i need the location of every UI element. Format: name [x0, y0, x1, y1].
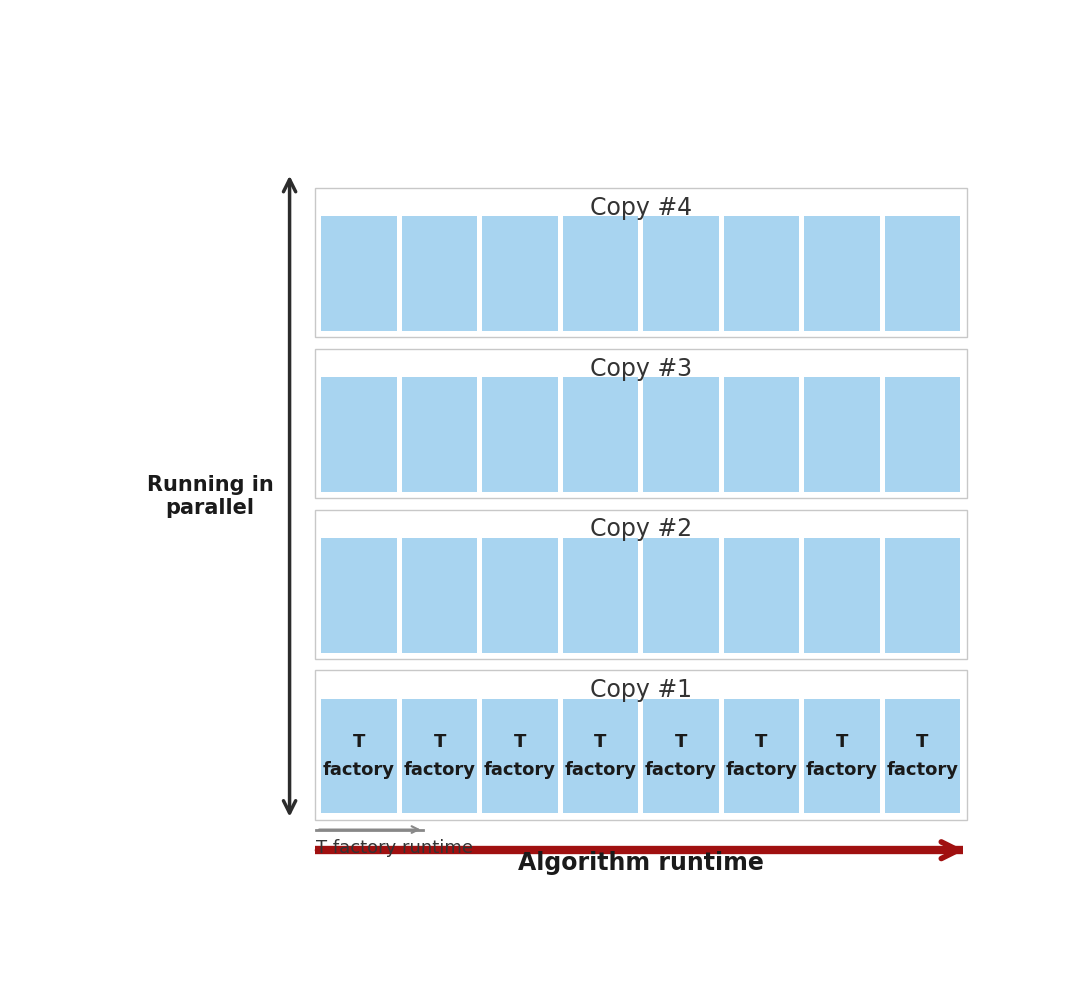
Text: factory: factory	[806, 760, 878, 779]
Bar	[563, 217, 639, 331]
Bar	[401, 538, 477, 653]
Bar	[804, 377, 879, 492]
Bar	[885, 699, 960, 813]
Bar	[724, 377, 800, 492]
Bar	[322, 538, 397, 653]
Text: T: T	[514, 734, 527, 751]
Text: T factory runtime: T factory runtime	[316, 839, 474, 857]
Text: factory: factory	[725, 760, 797, 779]
Text: T: T	[836, 734, 848, 751]
Text: T: T	[674, 734, 687, 751]
Bar	[643, 699, 719, 813]
Bar	[315, 510, 967, 659]
Bar	[885, 217, 960, 331]
Bar	[315, 188, 967, 337]
Bar	[322, 217, 397, 331]
Text: Copy #4: Copy #4	[590, 196, 692, 220]
Bar	[724, 217, 800, 331]
Bar	[482, 217, 558, 331]
Bar	[315, 349, 967, 498]
Text: Algorithm runtime: Algorithm runtime	[518, 852, 764, 876]
Text: T: T	[353, 734, 366, 751]
Bar	[482, 538, 558, 653]
Bar	[643, 538, 719, 653]
Text: Copy #1: Copy #1	[590, 678, 692, 702]
Bar	[885, 377, 960, 492]
Text: factory: factory	[484, 760, 556, 779]
Bar	[804, 699, 879, 813]
Text: factory: factory	[645, 760, 718, 779]
Bar	[322, 377, 397, 492]
Bar	[322, 699, 397, 813]
Text: Copy #2: Copy #2	[590, 517, 692, 542]
Text: factory: factory	[404, 760, 476, 779]
Bar	[482, 377, 558, 492]
Bar	[563, 699, 639, 813]
Text: factory: factory	[564, 760, 637, 779]
Bar	[724, 538, 800, 653]
Bar	[315, 670, 967, 820]
Bar	[885, 538, 960, 653]
Bar	[401, 699, 477, 813]
Bar	[804, 217, 879, 331]
Text: T: T	[755, 734, 768, 751]
Bar	[482, 699, 558, 813]
Bar	[563, 377, 639, 492]
Text: T: T	[595, 734, 606, 751]
Bar	[401, 377, 477, 492]
Bar	[724, 699, 800, 813]
Bar	[563, 538, 639, 653]
Bar	[643, 377, 719, 492]
Text: factory: factory	[887, 760, 958, 779]
Text: factory: factory	[323, 760, 395, 779]
Text: Copy #3: Copy #3	[590, 357, 692, 381]
Bar	[804, 538, 879, 653]
Text: Running in
parallel: Running in parallel	[147, 474, 273, 518]
Text: T: T	[916, 734, 929, 751]
Bar	[401, 217, 477, 331]
Text: T: T	[434, 734, 446, 751]
Bar	[643, 217, 719, 331]
